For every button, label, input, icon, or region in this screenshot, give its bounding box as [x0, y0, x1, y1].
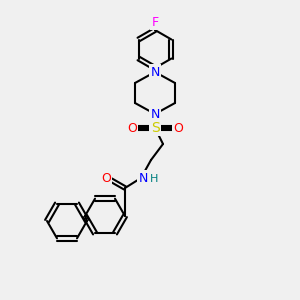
Text: O: O: [101, 172, 111, 184]
Text: H: H: [150, 174, 158, 184]
Text: N: N: [150, 107, 160, 121]
Text: O: O: [127, 122, 137, 134]
Text: N: N: [138, 172, 148, 184]
Text: N: N: [150, 65, 160, 79]
Text: F: F: [152, 16, 159, 28]
Text: S: S: [151, 121, 159, 135]
Text: O: O: [173, 122, 183, 134]
